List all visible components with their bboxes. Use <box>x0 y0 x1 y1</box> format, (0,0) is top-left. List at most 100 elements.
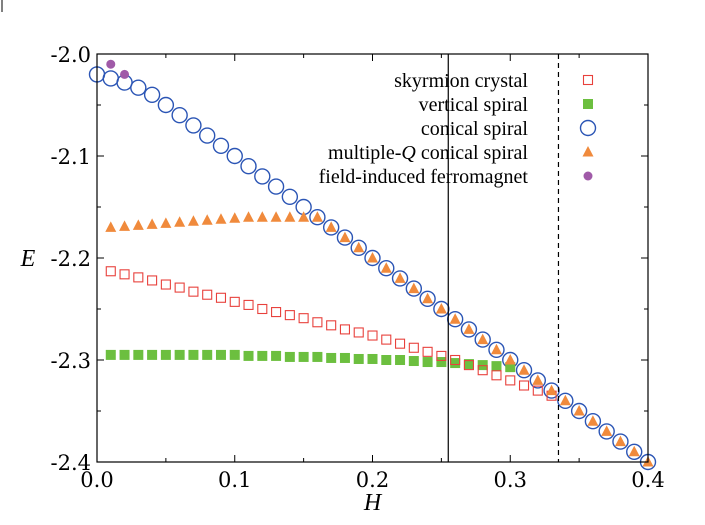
data-point <box>298 351 309 362</box>
legend-label: multiple-Q conical spiral <box>328 142 528 164</box>
x-axis-ticks: 0.0 0.1 0.2 0.3 0.4 <box>80 54 665 492</box>
data-point <box>284 310 295 321</box>
data-point <box>350 239 367 257</box>
vertical-lines <box>447 54 560 462</box>
data-point <box>364 249 381 267</box>
y-tick-label: -2.0 <box>51 43 92 67</box>
data-point <box>490 343 502 355</box>
legend-marker <box>579 119 597 137</box>
data-point <box>130 79 147 96</box>
data-point <box>436 357 447 368</box>
y-axis-ticks: -2.4 -2.3 -2.2 -2.1 -2.0 <box>51 43 648 475</box>
data-point <box>573 405 585 416</box>
data-point <box>229 349 240 360</box>
data-point <box>339 352 350 363</box>
data-point <box>226 147 243 165</box>
data-point <box>601 425 613 436</box>
data-point <box>311 211 323 222</box>
data-point <box>518 380 530 391</box>
data-point <box>243 350 254 361</box>
data-point <box>450 354 461 366</box>
data-point <box>353 353 364 364</box>
data-point <box>612 433 629 450</box>
data-point <box>381 334 392 345</box>
data-point <box>143 86 161 104</box>
data-point <box>488 341 505 358</box>
data-point <box>188 349 199 360</box>
data-point <box>367 330 378 341</box>
data-point <box>505 362 516 373</box>
data-point <box>271 307 282 318</box>
plot-marks <box>88 59 657 471</box>
data-point <box>408 356 419 367</box>
data-point <box>336 229 354 246</box>
data-point <box>187 215 199 226</box>
data-point <box>367 252 378 263</box>
data-point <box>198 127 216 144</box>
data-point <box>395 355 406 365</box>
data-point <box>339 231 351 243</box>
data-point <box>504 354 516 365</box>
data-point <box>491 370 502 381</box>
data-point <box>532 385 543 396</box>
series-filled-circle <box>106 59 130 79</box>
data-point <box>132 219 144 230</box>
legend-marker <box>583 99 593 109</box>
data-point <box>598 423 615 440</box>
data-point <box>433 300 450 318</box>
data-point <box>105 349 116 360</box>
data-point <box>185 117 202 134</box>
data-point <box>381 355 392 365</box>
data-point <box>408 282 420 294</box>
data-point <box>546 384 558 396</box>
data-point <box>281 188 299 206</box>
data-point <box>322 219 340 236</box>
x-tick-label: 0.3 <box>494 468 527 492</box>
data-point <box>326 320 337 331</box>
legend-label: field-induced ferromagnet <box>319 166 529 188</box>
data-point <box>119 349 130 360</box>
data-point <box>215 349 226 360</box>
x-axis-label: H <box>363 490 383 516</box>
data-point <box>559 394 571 406</box>
data-point <box>160 279 171 290</box>
data-point <box>353 327 364 338</box>
data-point <box>147 349 158 360</box>
data-point <box>256 211 268 222</box>
y-tick-label: -2.1 <box>51 145 92 169</box>
data-point <box>298 313 309 324</box>
x-tick-label: 0.0 <box>80 468 113 492</box>
data-point <box>422 292 434 304</box>
data-point <box>298 211 310 222</box>
data-point <box>160 217 172 228</box>
data-point <box>419 290 436 307</box>
data-point <box>391 270 409 287</box>
data-point <box>160 349 171 360</box>
data-point <box>202 289 213 300</box>
data-point <box>309 208 326 226</box>
legend-label-part: Q <box>401 142 416 164</box>
data-point <box>463 359 474 370</box>
data-point <box>518 364 530 375</box>
x-tick-label: 0.1 <box>218 468 251 492</box>
data-point <box>212 137 230 155</box>
data-point <box>270 211 282 222</box>
y-tick-label: -2.4 <box>51 451 92 475</box>
data-point <box>326 352 337 363</box>
data-point <box>353 241 365 253</box>
data-point <box>587 415 599 426</box>
legend-marker <box>582 74 594 86</box>
data-point <box>408 342 419 353</box>
data-point <box>449 313 461 324</box>
data-point <box>240 157 257 175</box>
series-open-square <box>105 266 557 401</box>
data-point <box>367 353 378 364</box>
data-point <box>543 382 560 399</box>
data-point <box>339 324 351 335</box>
data-point <box>378 260 395 277</box>
data-point <box>215 213 227 224</box>
data-point <box>477 360 488 371</box>
series-open-circle <box>88 66 657 471</box>
data-point <box>157 96 175 114</box>
